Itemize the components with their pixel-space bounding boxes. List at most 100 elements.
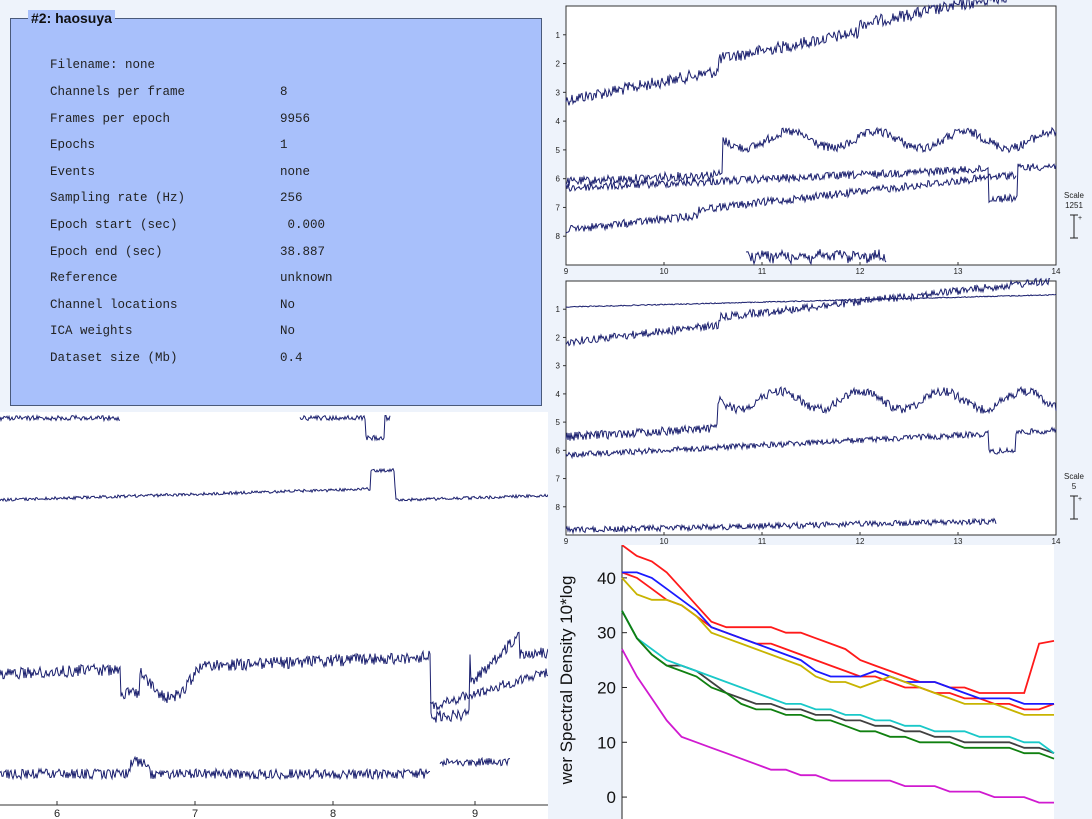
eeg-trace: [565, 163, 1057, 204]
time-tick-label: 14: [1052, 267, 1061, 275]
spectrum-series-line: [621, 648, 1054, 804]
time-tick-label: 13: [954, 267, 963, 275]
channel-label: 1: [556, 31, 561, 40]
info-value: 0.000: [280, 218, 326, 232]
y-tick-label: 40: [597, 569, 616, 588]
eeg-trace: [565, 170, 1017, 234]
time-tick-label: 14: [1052, 537, 1061, 545]
info-value: 38.887: [280, 244, 326, 259]
info-value: unknown: [280, 271, 333, 286]
eeg-trace: [565, 426, 1057, 460]
channel-label: 2: [556, 60, 561, 69]
info-value: none: [280, 164, 311, 179]
time-tick-label: 11: [758, 537, 767, 545]
eeg-trace: [429, 668, 548, 712]
spectrum-series-line: [622, 571, 1054, 705]
eeg-trace: [565, 277, 1051, 347]
eeg-left-panel: 6 7 8 9: [0, 412, 548, 819]
filename-line: Filename: none: [50, 58, 156, 72]
info-label: Channels per frame: [50, 85, 186, 99]
eeg-top-panel: 1 2 3 4 5 6 7 8 9 10 11 12 13 14 Scale 1251 +: [548, 0, 1092, 275]
eeg-trace: [565, 293, 1057, 308]
spectrum-series-line: [621, 610, 1055, 754]
eeg-trace: [0, 467, 548, 503]
scale-value: 1251: [1065, 201, 1083, 210]
info-value: 0.4: [280, 351, 303, 365]
scale-value: 5: [1072, 482, 1077, 491]
eeg-trace: [565, 0, 1007, 106]
spectrum-series-line: [621, 610, 1055, 760]
eeg-mid-panel: 1 2 3 4 5 6 7 8 9 10 11 12 13 14 Scale 5 +: [548, 275, 1092, 545]
info-value: 1: [280, 138, 288, 153]
dataset-title: #2: haosuya: [28, 10, 115, 26]
scale-plus: +: [1078, 215, 1082, 222]
eeg-trace: [0, 631, 548, 723]
channel-label: 8: [556, 503, 561, 512]
spectrum-series-line: [621, 577, 1054, 716]
info-value: No: [280, 297, 296, 312]
channel-label: 5: [556, 418, 561, 427]
channel-label: 8: [556, 232, 561, 241]
info-label: Reference: [50, 271, 118, 286]
channel-label: 4: [556, 390, 561, 399]
eeg-trace: [745, 248, 887, 266]
info-label: Channel locations: [50, 297, 178, 312]
eeg-trace: [299, 414, 391, 442]
time-tick-label: 12: [856, 537, 865, 545]
info-label: Epoch start (sec): [50, 218, 178, 232]
info-label: Dataset size (Mb): [50, 351, 178, 365]
channel-label: 3: [556, 362, 561, 371]
y-tick-label: 10: [597, 733, 616, 752]
info-label: Epoch end (sec): [50, 244, 163, 259]
time-tick-label: 8: [330, 808, 336, 819]
channel-label: 7: [556, 203, 561, 212]
scale-plus: +: [1078, 496, 1082, 503]
time-tick-label: 13: [954, 537, 963, 545]
channel-label: 6: [556, 446, 561, 455]
eeg-trace: [565, 385, 1057, 441]
time-tick-label: 9: [472, 808, 478, 819]
spectrum-panel: 0 10 20 30 40 wer Spectral Density 10*log: [548, 545, 1092, 819]
y-tick-label: 30: [597, 624, 616, 643]
eeg-trace: [565, 517, 997, 535]
time-tick-label: 9: [564, 537, 569, 545]
time-tick-label: 7: [192, 808, 198, 819]
eeg-trace: [0, 414, 121, 423]
spectrum-series-line: [621, 545, 1055, 694]
eeg-left-plot[interactable]: 6 7 8 9: [0, 412, 548, 819]
dataset-info-window: #2: haosuya Filename: none Channels per …: [0, 0, 550, 412]
info-value: 9956: [280, 111, 311, 126]
time-tick-label: 10: [660, 537, 669, 545]
info-value: 256: [280, 191, 303, 206]
y-axis-label: wer Spectral Density 10*log: [557, 576, 576, 786]
dataset-info-frame: [10, 18, 542, 406]
channel-label: 7: [556, 475, 561, 484]
channel-label: 3: [556, 88, 561, 97]
info-value: No: [280, 324, 296, 339]
channel-label: 2: [556, 333, 561, 342]
channel-label: 5: [556, 146, 561, 155]
info-label: ICA weights: [50, 324, 133, 339]
eeg-trace: [565, 126, 1057, 186]
info-label: Epochs: [50, 138, 96, 153]
eeg-trace: [0, 755, 431, 781]
eeg-trace: [439, 756, 511, 768]
info-label: Events: [50, 164, 96, 179]
time-tick-label: 11: [758, 267, 767, 275]
scale-label: Scale: [1064, 472, 1085, 481]
time-tick-label: 12: [856, 267, 865, 275]
channel-label: 6: [556, 175, 561, 184]
time-tick-label: 10: [660, 267, 669, 275]
time-tick-label: 9: [564, 267, 569, 275]
info-label: Sampling rate (Hz): [50, 191, 186, 206]
spectrum-chart[interactable]: 0 10 20 30 40 wer Spectral Density 10*log: [548, 545, 1092, 819]
channel-label: 4: [556, 117, 561, 126]
channel-label: 1: [556, 305, 561, 314]
y-tick-label: 20: [597, 678, 616, 697]
info-value: 8: [280, 85, 288, 99]
y-tick-label: 0: [607, 788, 616, 807]
scale-label: Scale: [1064, 191, 1085, 200]
time-tick-label: 6: [54, 808, 60, 819]
